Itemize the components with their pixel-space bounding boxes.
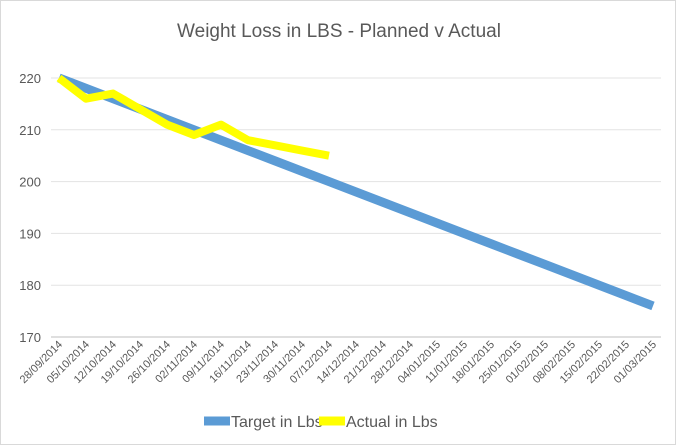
legend-label: Target in Lbs — [231, 414, 323, 431]
series-line-actual — [56, 74, 330, 160]
y-tick-label: 180 — [19, 278, 41, 293]
legend-label: Actual in Lbs — [346, 414, 438, 431]
y-tick-label: 200 — [19, 175, 41, 190]
y-tick-label: 190 — [19, 226, 41, 241]
y-tick-label: 210 — [19, 123, 41, 138]
chart-title: Weight Loss in LBS - Planned v Actual — [177, 21, 501, 42]
y-tick-label: 170 — [19, 330, 41, 345]
y-tick-label: 220 — [19, 71, 41, 86]
